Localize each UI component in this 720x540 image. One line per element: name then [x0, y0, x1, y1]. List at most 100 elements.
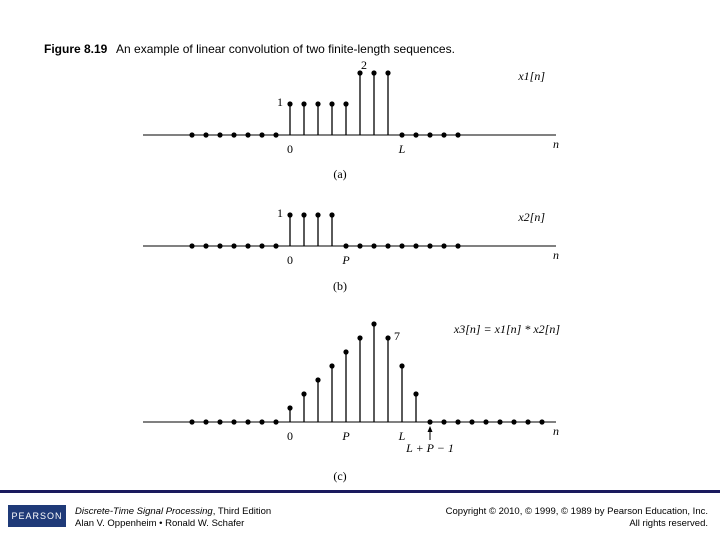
- sample-point: [483, 419, 489, 425]
- tick-label: P: [341, 253, 350, 267]
- sample-point: [203, 243, 209, 249]
- sample-point: [371, 321, 377, 327]
- sample-point: [399, 132, 405, 138]
- value-label: 1: [277, 95, 283, 109]
- sample-point: [315, 377, 321, 383]
- sample-point: [413, 391, 419, 397]
- value-label: 1: [277, 206, 283, 220]
- sample-point: [259, 419, 265, 425]
- sample-point: [189, 419, 195, 425]
- signal-label: x2[n]: [517, 210, 545, 224]
- figure-number: Figure 8.19: [44, 42, 108, 56]
- sample-point: [343, 101, 349, 107]
- sample-point: [357, 243, 363, 249]
- sample-point: [329, 363, 335, 369]
- sample-point: [287, 212, 293, 218]
- sample-point: [371, 243, 377, 249]
- tick-label: 0: [287, 253, 293, 267]
- sample-point: [399, 363, 405, 369]
- tick-label: L + P − 1: [405, 441, 454, 455]
- sample-point: [413, 243, 419, 249]
- sample-point: [259, 132, 265, 138]
- sample-point: [273, 243, 279, 249]
- axis-label-n: n: [553, 248, 559, 262]
- sample-point: [217, 419, 223, 425]
- sample-point: [469, 419, 475, 425]
- sample-point: [343, 243, 349, 249]
- sample-point: [357, 335, 363, 341]
- book-info: Discrete-Time Signal Processing, Third E…: [75, 506, 271, 530]
- tick-label: 0: [287, 142, 293, 156]
- sample-point: [511, 419, 517, 425]
- sample-point: [441, 419, 447, 425]
- panel-a: n 1 2 0 Lx1[n] (a): [143, 58, 559, 181]
- sample-point: [329, 212, 335, 218]
- book-authors: Alan V. Oppenheim • Ronald W. Schafer: [75, 518, 245, 529]
- sample-point: [497, 419, 503, 425]
- sample-point: [385, 335, 391, 341]
- sample-point: [287, 405, 293, 411]
- sample-point: [413, 132, 419, 138]
- sample-point: [399, 243, 405, 249]
- footer-rule: [0, 490, 720, 493]
- panel-c: n 7 0 P LL + P − 1 x3[n] = x1[n] * x2[n] (c): [143, 321, 560, 483]
- tick-label: L: [398, 429, 406, 443]
- figure-caption: Figure 8.19 An example of linear convolu…: [44, 42, 455, 56]
- sample-point: [189, 243, 195, 249]
- signal-label: x3[n] = x1[n] * x2[n]: [453, 322, 560, 336]
- panel-b: n 1 0 Px2[n] (b): [143, 206, 559, 293]
- panel-label: (c): [333, 469, 346, 483]
- sample-point: [525, 419, 531, 425]
- sample-point: [273, 132, 279, 138]
- sample-point: [455, 132, 461, 138]
- panel-label: (a): [333, 167, 346, 181]
- sample-point: [231, 243, 237, 249]
- sample-point: [245, 243, 251, 249]
- axis-label-n: n: [553, 424, 559, 438]
- sample-point: [189, 132, 195, 138]
- sample-point: [441, 243, 447, 249]
- sample-point: [427, 243, 433, 249]
- signal-label: x1[n]: [517, 69, 545, 83]
- sample-point: [245, 132, 251, 138]
- sample-point: [203, 419, 209, 425]
- publisher-logo: PEARSON: [8, 505, 66, 527]
- sample-point: [273, 419, 279, 425]
- sample-point: [259, 243, 265, 249]
- copyright-info: Copyright © 2010, © 1999, © 1989 by Pear…: [446, 506, 708, 530]
- sample-point: [315, 212, 321, 218]
- sample-point: [287, 101, 293, 107]
- sample-point: [427, 419, 433, 425]
- sample-point: [441, 132, 447, 138]
- figure-caption-text: An example of linear convolution of two …: [116, 42, 455, 56]
- book-title: Discrete-Time Signal Processing: [75, 506, 213, 517]
- sample-point: [455, 243, 461, 249]
- tick-label: P: [341, 429, 350, 443]
- sample-point: [315, 101, 321, 107]
- sample-point: [427, 132, 433, 138]
- sample-point: [371, 70, 377, 76]
- sample-point: [203, 132, 209, 138]
- tick-label: 0: [287, 429, 293, 443]
- sample-point: [455, 419, 461, 425]
- sample-point: [301, 101, 307, 107]
- sample-point: [217, 243, 223, 249]
- sample-point: [217, 132, 223, 138]
- sample-point: [245, 419, 251, 425]
- sample-point: [357, 70, 363, 76]
- sample-point: [301, 391, 307, 397]
- sample-point: [385, 70, 391, 76]
- sample-point: [343, 349, 349, 355]
- sample-point: [385, 243, 391, 249]
- value-label: 2: [361, 58, 367, 72]
- panel-label: (b): [333, 279, 347, 293]
- sample-point: [231, 132, 237, 138]
- index-arrowhead: [427, 426, 433, 432]
- sample-point: [301, 212, 307, 218]
- sample-point: [329, 101, 335, 107]
- sample-point: [539, 419, 545, 425]
- rights-text: All rights reserved.: [629, 518, 708, 529]
- sample-point: [231, 419, 237, 425]
- copyright-text: Copyright © 2010, © 1999, © 1989 by Pear…: [445, 506, 708, 517]
